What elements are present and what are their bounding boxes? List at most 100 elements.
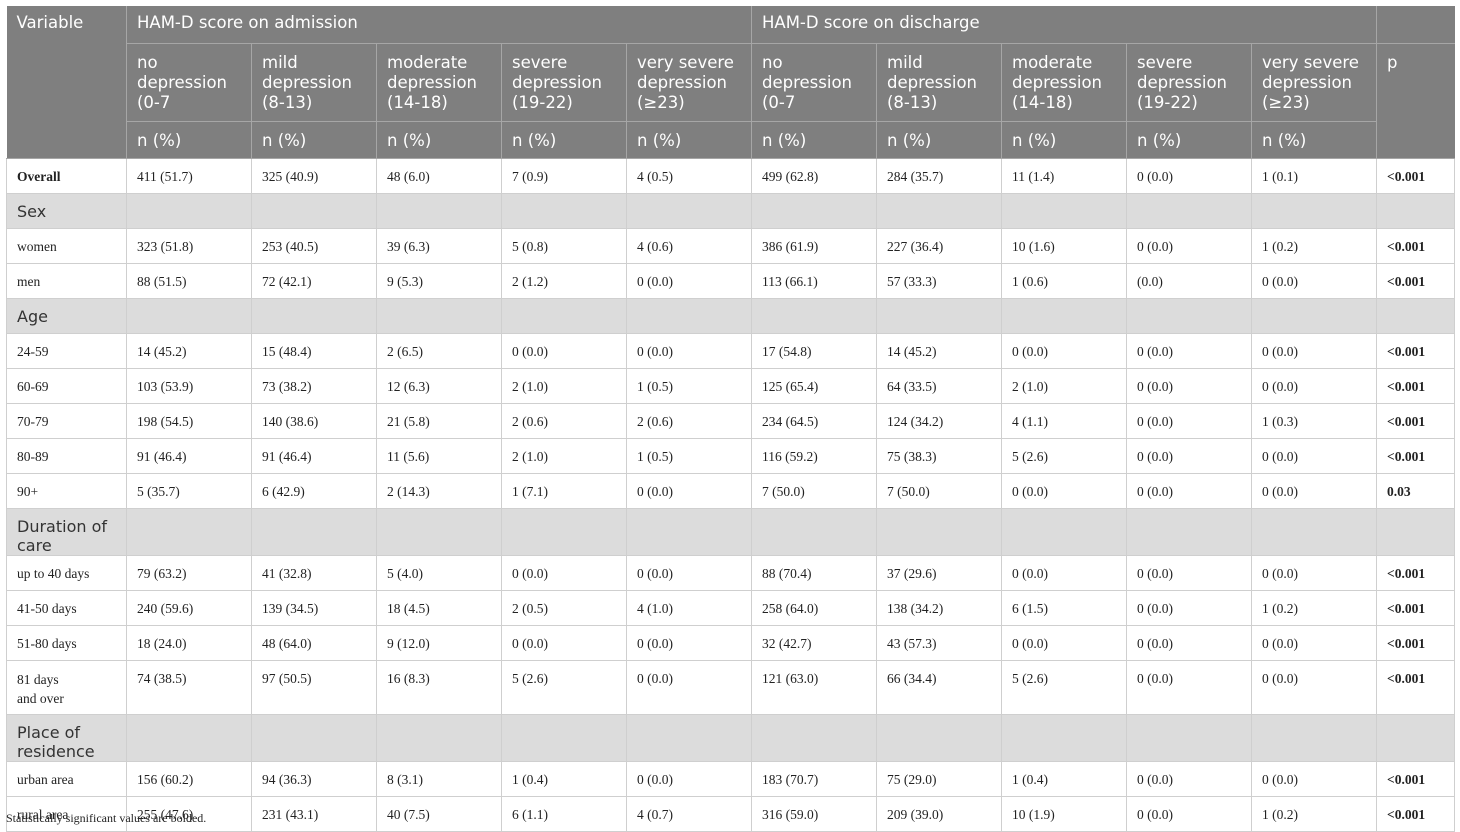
unit-header: n (%) xyxy=(1251,121,1378,159)
value-cell: 11 (5.6) xyxy=(376,438,502,474)
value-cell: 75 (29.0) xyxy=(876,761,1002,797)
value-cell: 2 (0.5) xyxy=(501,590,627,626)
variable-header: Variable xyxy=(6,6,127,159)
value-cell: 0 (0.0) xyxy=(1126,660,1252,715)
section-cell xyxy=(1126,298,1252,334)
section-cell xyxy=(376,298,502,334)
section-cell xyxy=(1251,508,1378,556)
value-cell: 66 (34.4) xyxy=(876,660,1002,715)
section-label: Sex xyxy=(6,193,127,229)
row-label: men xyxy=(6,263,127,299)
value-cell: 1 (0.5) xyxy=(626,368,752,404)
p-value-cell: <0.001 xyxy=(1376,158,1456,194)
discharge-category-severe: severe depression (19-22) xyxy=(1126,43,1252,122)
row-label-line: and over xyxy=(17,690,64,706)
value-cell: 5 (35.7) xyxy=(126,473,252,509)
section-cell xyxy=(126,298,252,334)
table-row: 60-69 103 (53.9) 73 (38.2) 12 (6.3) 2 (1.0) 1… xyxy=(6,368,1456,404)
admission-category-very-severe: very severe depression (≥23) xyxy=(626,43,752,122)
table-row: Overall 411 (51.7) 325 (40.9) 48 (6.0) 7 (0.… xyxy=(6,158,1456,194)
section-cell xyxy=(751,714,877,762)
table-header: Variable HAM-D score on admission HAM-D … xyxy=(6,6,1455,159)
discharge-category-very-severe: very severe depression (≥23) xyxy=(1251,43,1378,122)
row-label: 41-50 days xyxy=(6,590,127,626)
table-row: 90+ 5 (35.7) 6 (42.9) 2 (14.3) 1 (7.1) 0 (0.0… xyxy=(6,473,1456,509)
row-label: 70-79 xyxy=(6,403,127,439)
section-cell xyxy=(1001,508,1127,556)
value-cell: 156 (60.2) xyxy=(126,761,252,797)
table-row: 24-59 14 (45.2) 15 (48.4) 2 (6.5) 0 (0.0) 0 (… xyxy=(6,333,1456,369)
table-row: 70-79 198 (54.5) 140 (38.6) 21 (5.8) 2 (0.6)… xyxy=(6,403,1456,439)
value-cell: 17 (54.8) xyxy=(751,333,877,369)
table-row: women 323 (51.8) 253 (40.5) 39 (6.3) 5 (0.8)… xyxy=(6,228,1456,264)
value-cell: 234 (64.5) xyxy=(751,403,877,439)
value-cell: 1 (0.4) xyxy=(1001,761,1127,797)
value-cell: 73 (38.2) xyxy=(251,368,377,404)
value-cell: 2 (6.5) xyxy=(376,333,502,369)
value-cell: 39 (6.3) xyxy=(376,228,502,264)
section-cell xyxy=(376,193,502,229)
value-cell: 7 (50.0) xyxy=(751,473,877,509)
section-cell xyxy=(626,714,752,762)
p-value-cell: <0.001 xyxy=(1376,660,1456,715)
p-value-cell: 0.03 xyxy=(1376,473,1456,509)
value-cell: 9 (5.3) xyxy=(376,263,502,299)
section-label: Duration of care xyxy=(6,508,127,556)
section-cell xyxy=(1376,193,1456,229)
value-cell: 41 (32.8) xyxy=(251,555,377,591)
section-row: Sex xyxy=(6,193,1456,229)
value-cell: 10 (1.9) xyxy=(1001,796,1127,832)
value-cell: 57 (33.3) xyxy=(876,263,1002,299)
value-cell: 2 (1.0) xyxy=(501,368,627,404)
value-cell: 12 (6.3) xyxy=(376,368,502,404)
section-cell xyxy=(376,714,502,762)
section-cell xyxy=(126,714,252,762)
p-value-cell: <0.001 xyxy=(1376,438,1456,474)
value-cell: 0 (0.0) xyxy=(1126,625,1252,661)
value-cell: 14 (45.2) xyxy=(876,333,1002,369)
unit-header: n (%) xyxy=(1126,121,1252,159)
p-value-cell: <0.001 xyxy=(1376,555,1456,591)
p-value-cell: <0.001 xyxy=(1376,625,1456,661)
section-cell xyxy=(501,193,627,229)
unit-header: n (%) xyxy=(501,121,627,159)
value-cell: 1 (0.2) xyxy=(1251,590,1378,626)
value-cell: 4 (0.5) xyxy=(626,158,752,194)
row-label: up to 40 days xyxy=(6,555,127,591)
section-cell xyxy=(1376,298,1456,334)
section-row: Age xyxy=(6,298,1456,334)
value-cell: 1 (0.3) xyxy=(1251,403,1378,439)
value-cell: 2 (1.2) xyxy=(501,263,627,299)
value-cell: 0 (0.0) xyxy=(626,473,752,509)
p-header: p xyxy=(1376,43,1455,159)
section-cell xyxy=(501,714,627,762)
value-cell: 7 (50.0) xyxy=(876,473,1002,509)
value-cell: 94 (36.3) xyxy=(251,761,377,797)
unit-header: n (%) xyxy=(876,121,1002,159)
section-cell xyxy=(626,508,752,556)
row-label: 81 days and over xyxy=(6,660,127,715)
footnote: Statistically significant values are bol… xyxy=(6,811,207,825)
section-cell xyxy=(751,508,877,556)
value-cell: 386 (61.9) xyxy=(751,228,877,264)
section-label: Age xyxy=(6,298,127,334)
p-header-blank xyxy=(1376,6,1455,44)
p-value-cell: <0.001 xyxy=(1376,590,1456,626)
value-cell: 1 (0.2) xyxy=(1251,796,1378,832)
value-cell: 6 (1.5) xyxy=(1001,590,1127,626)
value-cell: 43 (57.3) xyxy=(876,625,1002,661)
section-cell xyxy=(251,193,377,229)
value-cell: 48 (6.0) xyxy=(376,158,502,194)
value-cell: 16 (8.3) xyxy=(376,660,502,715)
value-cell: 64 (33.5) xyxy=(876,368,1002,404)
value-cell: 0 (0.0) xyxy=(626,333,752,369)
value-cell: 0 (0.0) xyxy=(1126,438,1252,474)
value-cell: 124 (34.2) xyxy=(876,403,1002,439)
admission-category-no-depression: no depression (0-7 xyxy=(126,43,252,122)
value-cell: 0 (0.0) xyxy=(1126,403,1252,439)
admission-category-moderate: moderate depression (14-18) xyxy=(376,43,502,122)
value-cell: 21 (5.8) xyxy=(376,403,502,439)
section-cell xyxy=(876,714,1002,762)
p-value-cell: <0.001 xyxy=(1376,368,1456,404)
value-cell: 1 (0.5) xyxy=(626,438,752,474)
